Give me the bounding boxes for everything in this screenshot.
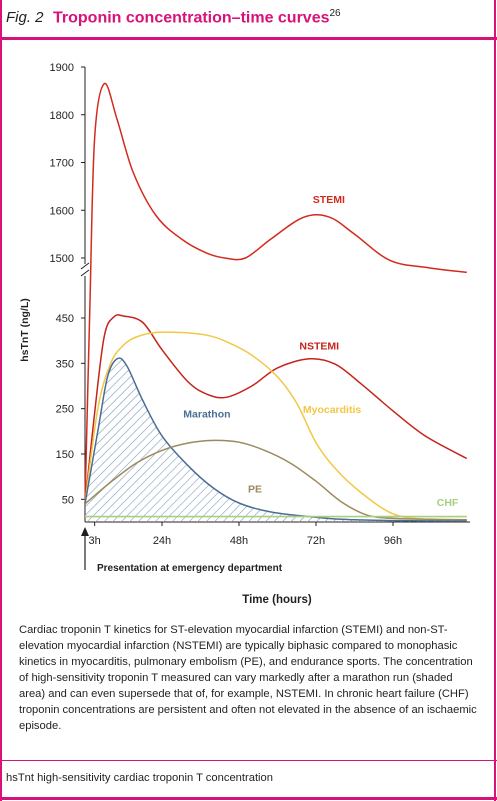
y-tick-label: 50 [62, 494, 74, 506]
y-tick-label: 1800 [50, 110, 74, 122]
y-tick-label: 1900 [50, 62, 74, 74]
y-axis-break-mark [80, 262, 90, 270]
y-tick-label: 1700 [50, 158, 74, 170]
troponin-chart: 50 150 250 350 450 1500 1600 1700 1800 1900 3h 24h 4… [19, 62, 470, 606]
y-tick-label: 350 [56, 358, 74, 370]
figure-caption: Cardiac troponin T kinetics for ST-eleva… [19, 624, 477, 732]
marathon-shaded-area [85, 358, 467, 522]
x-axis-label: Time (hours) [242, 594, 312, 606]
pe-series-label: PE [248, 484, 262, 496]
myocarditis-series-label: Myocarditis [303, 404, 362, 416]
y-tick-label: 150 [56, 449, 74, 461]
bottom-rule [0, 797, 497, 800]
figure-header: Fig. 2 Troponin concentration–time curve… [2, 0, 494, 38]
left-border [0, 0, 2, 801]
y-tick-label: 450 [56, 313, 74, 325]
x-tick-label: 24h [153, 535, 171, 547]
x-tick-label: 72h [307, 535, 325, 547]
figure-title: Troponin concentration–time curves26 [53, 8, 341, 27]
stemi-line [84, 82, 467, 504]
x-tick-label: 3h [89, 535, 101, 547]
x-tick-label: 48h [230, 535, 248, 547]
header-rule [0, 37, 497, 40]
stemi-series-label: STEMI [313, 194, 345, 206]
caption-rule [0, 760, 497, 761]
figure-reference: 26 [329, 8, 341, 19]
y-tick-label: 250 [56, 404, 74, 416]
chf-series-label: CHF [437, 497, 459, 509]
nstemi-series-label: NSTEMI [299, 341, 339, 353]
y-tick-label: 1500 [50, 253, 74, 265]
y-axis-break-mark [80, 269, 90, 277]
presentation-arrow-head [81, 527, 89, 536]
marathon-series-label: Marathon [183, 409, 230, 421]
pe-line [84, 439, 467, 521]
series-layer [84, 82, 468, 522]
label-layer: STEMI NSTEMI Myocarditis Marathon PE CHF [183, 194, 459, 509]
figure-label: Fig. 2 [6, 9, 44, 26]
figure-footnote: hsTnt high-sensitivity cardiac troponin … [6, 772, 273, 784]
presentation-annotation: Presentation at emergency department [97, 563, 283, 574]
x-tick-label: 96h [384, 535, 402, 547]
myocarditis-line [84, 331, 467, 521]
nstemi-line [84, 314, 468, 504]
marathon-line [84, 357, 467, 522]
right-border [494, 0, 496, 801]
shaded-area-layer [85, 358, 467, 522]
figure-title-text: Troponin concentration–time curves [53, 9, 330, 27]
y-tick-label: 1600 [50, 205, 74, 217]
y-axis-label: hsTnT (ng/L) [19, 298, 31, 362]
